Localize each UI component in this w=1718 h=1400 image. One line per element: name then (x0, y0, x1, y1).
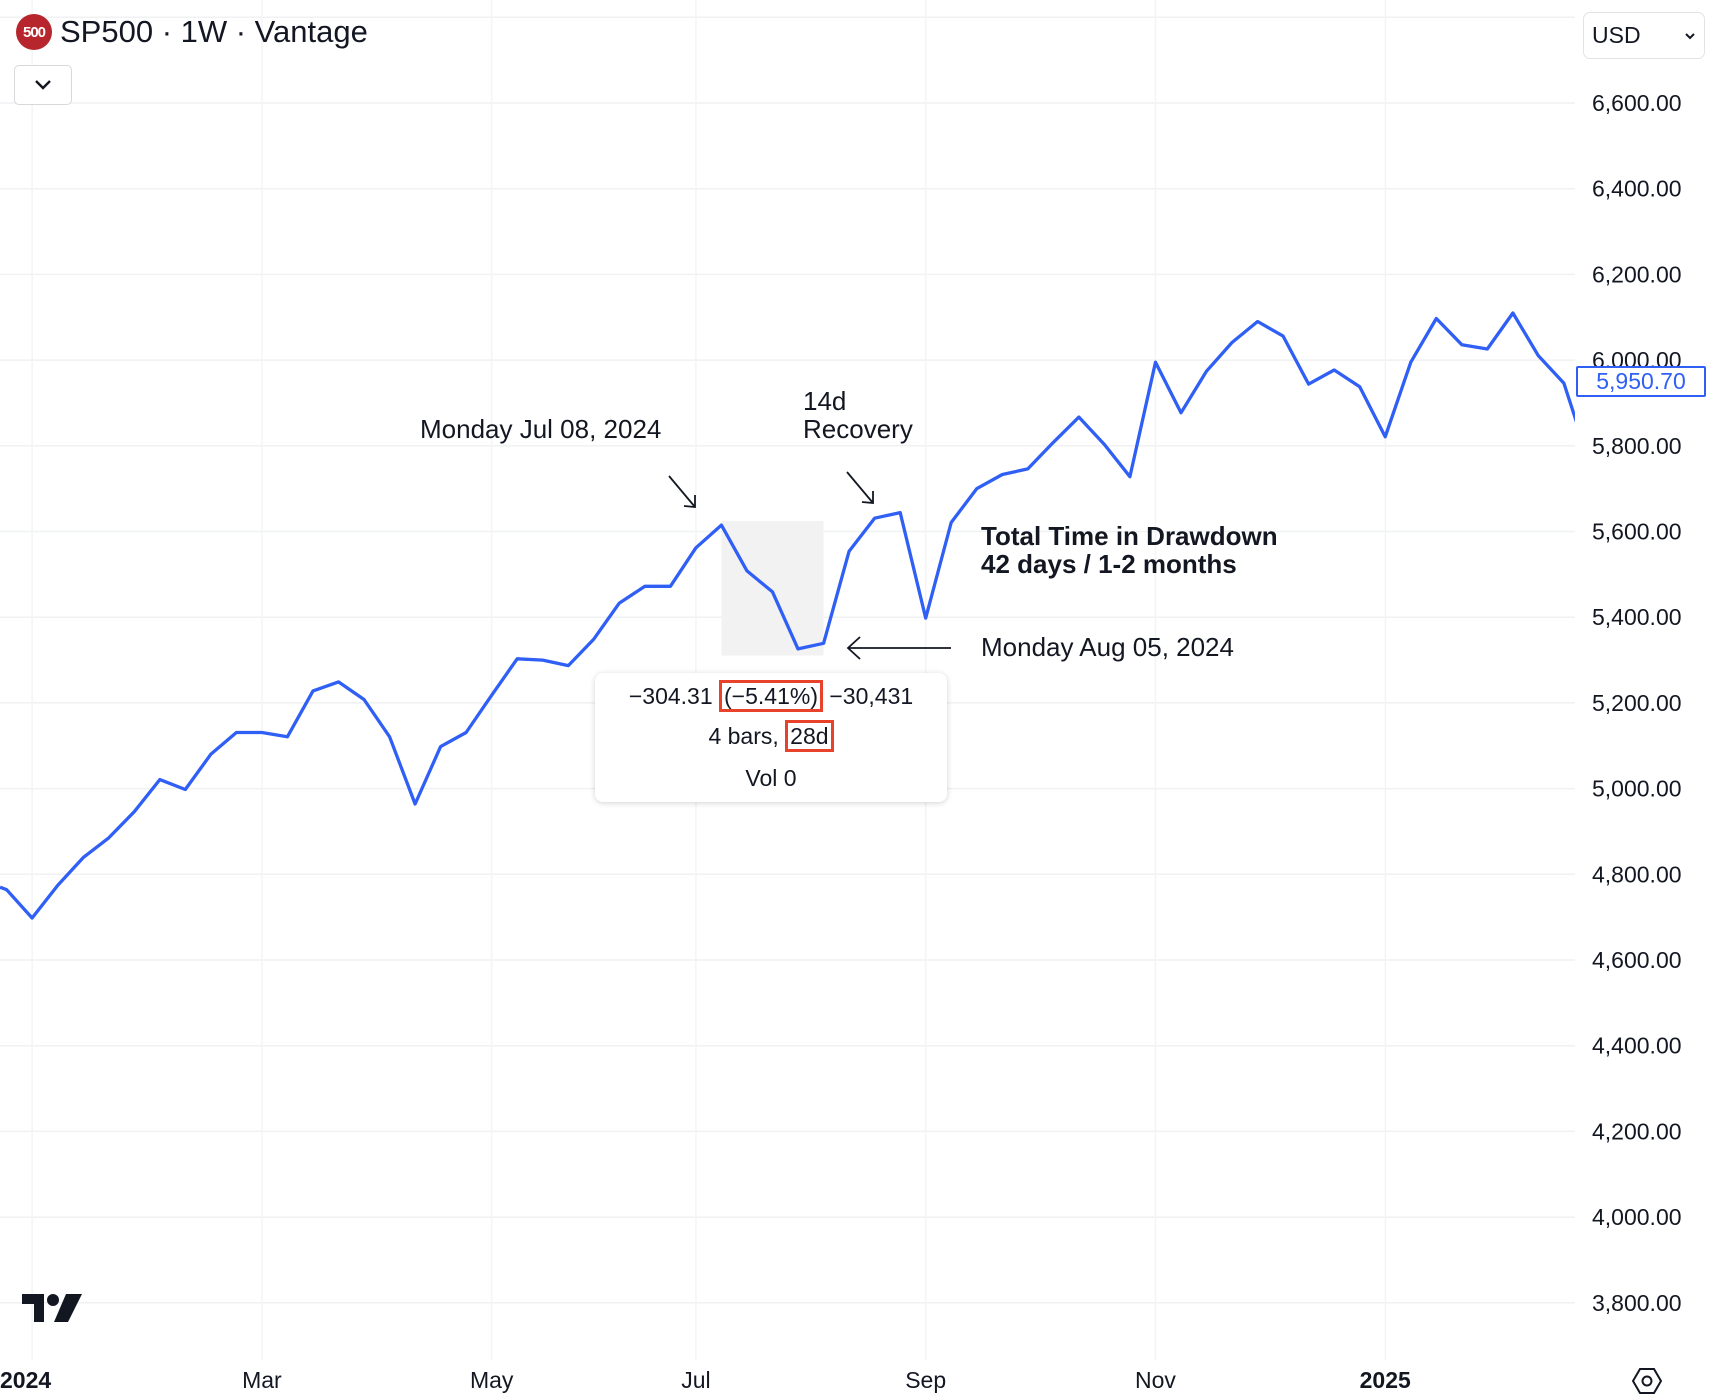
arrow-recovery-icon (846, 471, 874, 504)
y-tick-label: 6,400.00 (1592, 176, 1682, 202)
price-line (0, 311, 1575, 920)
y-tick-label: 3,800.00 (1592, 1290, 1682, 1316)
y-tick-label: 4,800.00 (1592, 861, 1682, 887)
x-tick-label: Nov (1135, 1367, 1176, 1393)
chart-title[interactable]: 500 SP500 · 1W · Vantage (16, 14, 368, 50)
y-tick-label: 5,800.00 (1592, 433, 1682, 459)
measure-volume: Vol 0 (745, 765, 797, 791)
symbol-logo: 500 (16, 14, 52, 50)
measure-tooltip: −304.31 (−5.41%) −30,431 4 bars, 28d Vol… (595, 673, 947, 802)
measure-change: −304.31 (628, 683, 713, 709)
peak-date-annotation: Monday Jul 08, 2024 (420, 414, 662, 444)
arrow-peak-icon (668, 475, 696, 508)
settings-icon[interactable] (1632, 1366, 1662, 1396)
x-tick-label: 2025 (1360, 1367, 1411, 1393)
arrow-left-icon (846, 636, 951, 660)
y-tick-label: 5,200.00 (1592, 690, 1682, 716)
measure-bars: 4 bars, (708, 723, 779, 749)
y-tick-label: 4,400.00 (1592, 1033, 1682, 1059)
current-price-label: 5,950.70 (1576, 366, 1706, 397)
x-tick-label: 2024 (0, 1367, 51, 1393)
y-axis: 6,600.006,400.006,200.006,000.005,800.00… (1592, 90, 1682, 1316)
currency-value: USD (1592, 22, 1641, 48)
y-tick-label: 4,600.00 (1592, 947, 1682, 973)
y-tick-label: 5,400.00 (1592, 604, 1682, 630)
grid (0, 0, 1575, 1360)
y-tick-label: 6,600.00 (1592, 90, 1682, 116)
x-tick-label: Mar (242, 1367, 282, 1393)
measure-ticks: −30,431 (829, 683, 914, 709)
x-tick-label: May (470, 1367, 514, 1393)
y-tick-label: 4,000.00 (1592, 1204, 1682, 1230)
y-tick-label: 6,200.00 (1592, 261, 1682, 287)
chevron-down-icon (1685, 32, 1695, 39)
x-tick-label: Jul (681, 1367, 710, 1393)
total-drawdown-value: 42 days / 1-2 months (981, 549, 1237, 579)
measure-duration: 28d (785, 720, 834, 752)
y-tick-label: 5,600.00 (1592, 519, 1682, 545)
symbol-title: SP500 · 1W · Vantage (60, 14, 368, 49)
trough-date-annotation: Monday Aug 05, 2024 (981, 632, 1234, 662)
y-tick-label: 4,200.00 (1592, 1118, 1682, 1144)
recovery-annotation-label: Recovery (803, 414, 913, 444)
y-tick-label: 5,000.00 (1592, 776, 1682, 802)
collapse-legend-button[interactable] (14, 65, 72, 105)
chevron-down-icon (35, 80, 51, 90)
currency-select[interactable]: USD (1583, 12, 1705, 59)
x-axis: 2024 Mar May Jul Sep Nov 2025 (0, 1367, 1411, 1393)
tradingview-logo[interactable] (22, 1292, 84, 1324)
drawdown-range-shade (721, 521, 824, 656)
recovery-annotation-days: 14d (803, 386, 847, 416)
measure-percent: (−5.41%) (719, 680, 823, 712)
x-tick-label: Sep (905, 1367, 946, 1393)
total-drawdown-title: Total Time in Drawdown (981, 521, 1278, 551)
